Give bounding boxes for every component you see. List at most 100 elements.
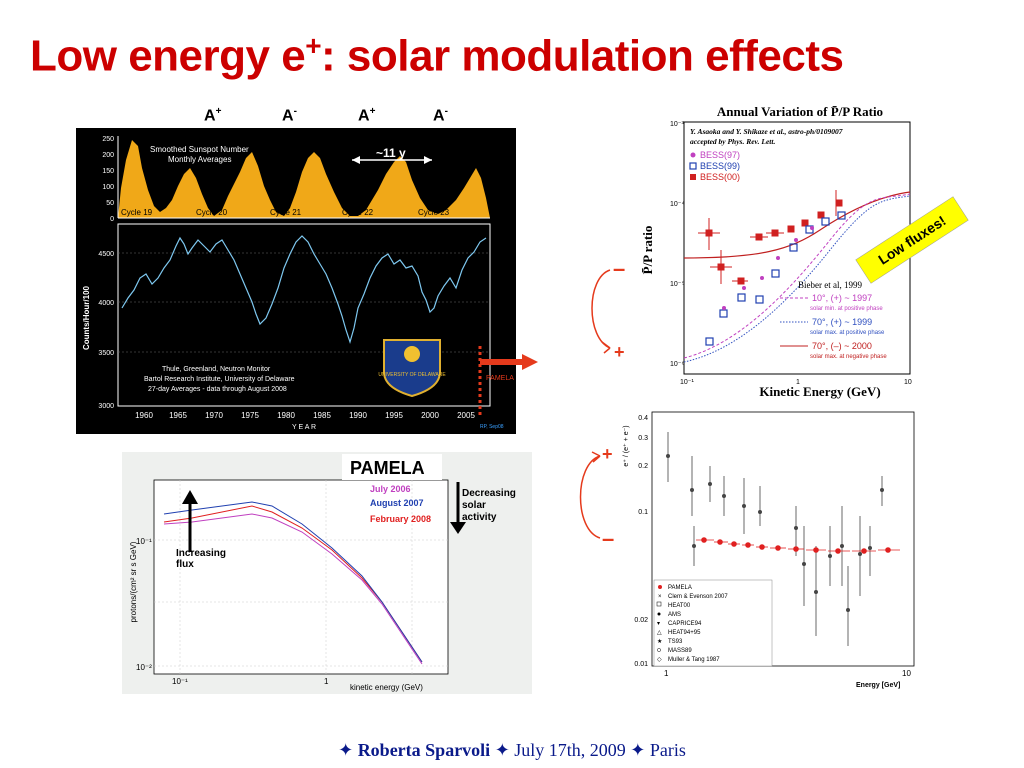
year-tick: 1975	[241, 411, 259, 420]
ratio-reference: accepted by Phys. Rev. Lett.	[690, 137, 775, 146]
sunspot-tick: 0	[110, 216, 114, 223]
counts-tick: 3000	[98, 403, 114, 410]
ratio-x-label: Kinetic Energy (GeV)	[759, 384, 880, 399]
svg-text:★: ★	[657, 638, 662, 645]
pamela-arrow	[480, 354, 538, 370]
cycle-label: Cycle 20	[196, 208, 228, 217]
counts-axis-label: Counts/Hour/100	[82, 285, 91, 350]
fraction-legend: PAMELA	[668, 585, 692, 591]
year-axis-label: Y E A R	[292, 424, 316, 431]
year-tick: 1965	[169, 411, 187, 420]
slide-title: Low energy e+: solar modulation effects	[30, 30, 844, 81]
fraction-legend: TS93	[668, 639, 683, 645]
phase-label: A+	[358, 106, 376, 125]
increasing-flux-label: Increasing	[176, 548, 226, 559]
cycle-label: Cycle 21	[270, 208, 302, 217]
charge-arrow-upper: – +	[591, 258, 625, 362]
pamela-legend: February 2008	[370, 514, 431, 524]
sunspot-tick: 200	[102, 152, 114, 159]
fraction-x-label: Energy [GeV]	[856, 682, 900, 689]
sign-plus: +	[602, 444, 613, 464]
fraction-legend: Muller & Tang 1987	[668, 657, 720, 663]
model-line-label: 70°, (+) ~ 1999	[812, 317, 872, 327]
pamela-tag: PAMELA	[486, 375, 514, 382]
antiproton-ratio-figure: Annual Variation of P̄/P Ratio Y. Asaoka…	[640, 100, 970, 402]
year-tick: 1970	[205, 411, 223, 420]
pamela-x-tick: 1	[324, 677, 329, 686]
model-line-sub: solar max. at positive phase	[810, 330, 885, 336]
counts-tick: 4500	[98, 251, 114, 258]
decreasing-activity-label: solar	[462, 500, 486, 511]
sunspot-tick: 150	[102, 168, 114, 175]
legend-bess97: BESS(97)	[700, 150, 740, 160]
fraction-y-tick: 0.2	[638, 463, 648, 470]
pamela-flux-figure: PAMELA July 2006 August 2007 February 20…	[122, 452, 532, 694]
sunspot-tick: 50	[106, 200, 114, 207]
svg-text:×: ×	[658, 594, 662, 600]
fraction-y-tick: 0.01	[634, 661, 648, 668]
fraction-legend: HEAT00	[668, 603, 691, 609]
svg-text:◇: ◇	[657, 657, 662, 663]
sunspot-tick: 100	[102, 184, 114, 191]
ratio-x-tick: 10	[904, 379, 912, 386]
legend-bess00: BESS(00)	[700, 172, 740, 182]
sunspot-subtitle: Monthly Averages	[168, 155, 231, 164]
fraction-y-tick: 0.1	[638, 509, 648, 516]
fraction-legend: AMS	[668, 612, 681, 618]
pamela-legend: August 2007	[370, 498, 424, 508]
counts-tick: 3500	[98, 350, 114, 357]
cycle-label: Cycle 23	[418, 208, 450, 217]
ratio-y-tick: 10⁻⁵	[670, 281, 684, 288]
pamela-y-tick: 10⁻²	[136, 663, 152, 672]
decreasing-activity-label: activity	[462, 512, 497, 523]
pamela-legend: July 2006	[370, 484, 411, 494]
caption-line: 27-day Averages - data through August 20…	[148, 386, 287, 393]
model-line-sub: solar min. at positive phase	[810, 306, 883, 312]
sign-minus: –	[613, 258, 625, 281]
star-icon: ✦	[494, 740, 510, 760]
cycle-label: Cycle 22	[342, 208, 374, 217]
ratio-y-tick: 10⁻⁴	[670, 201, 685, 208]
fraction-y-tick: 0.4	[638, 415, 648, 422]
phase-label: A+	[204, 106, 222, 125]
model-title: Bieber et al, 1999	[798, 280, 862, 290]
year-tick: 1995	[385, 411, 403, 420]
model-line-label: 70°, (–) ~ 2000	[812, 341, 872, 351]
credit: RP, Sep08	[480, 424, 504, 430]
neutron-count-line	[121, 235, 487, 345]
phase-label: A-	[282, 106, 297, 125]
fraction-legend: MASS89	[668, 648, 692, 654]
fraction-x-tick: 10	[902, 669, 911, 678]
fraction-y-label: e⁺ / (e⁺ + e⁻)	[623, 425, 630, 466]
fraction-y-tick: 0.02	[634, 617, 648, 624]
year-tick: 1980	[277, 411, 295, 420]
decreasing-activity-label: Decreasing	[462, 488, 516, 499]
year-tick: 2005	[457, 411, 475, 420]
pamela-title: PAMELA	[350, 458, 425, 478]
caption-line: Thule, Greenland, Neutron Monitor	[162, 366, 271, 373]
year-tick: 1960	[135, 411, 153, 420]
ratio-reference: Y. Asaoka and Y. Shikaze et al., astro-p…	[690, 127, 843, 136]
sign-minus: –	[602, 526, 614, 551]
cycle-label: Cycle 19	[121, 208, 153, 217]
counts-tick: 4000	[98, 300, 114, 307]
ratio-x-tick: 10⁻¹	[680, 379, 694, 386]
neutron-monitor-figure: Smoothed Sunspot Number Monthly Averages…	[76, 128, 516, 434]
positron-fraction-figure: 0.4 0.3 0.2 0.1 0.02 0.01 e⁺ / (e⁺ + e⁻)	[620, 406, 918, 690]
author-name: Roberta Sparvoli	[357, 740, 491, 760]
sunspot-title: Smoothed Sunspot Number	[150, 145, 249, 154]
ratio-y-tick: 10⁻³	[670, 121, 684, 128]
talk-place: Paris	[649, 740, 686, 760]
ratio-y-label: P̄/P ratio	[640, 226, 655, 275]
pamela-y-tick: 10⁻¹	[136, 537, 152, 546]
fraction-legend: Clem & Evenson 2007	[668, 594, 728, 600]
fraction-legend: HEAT94+95	[668, 630, 701, 636]
ratio-x-tick: 1	[796, 379, 800, 386]
legend-bess99: BESS(99)	[700, 161, 740, 171]
star-icon: ✦	[338, 740, 354, 760]
pamela-y-label: protons/(cm² sr s GeV)	[129, 541, 138, 622]
sign-plus: +	[614, 342, 625, 362]
footer: ✦ Roberta Sparvoli ✦ July 17th, 2009 ✦ P…	[0, 740, 1024, 761]
phase-label: A-	[433, 106, 448, 125]
ratio-y-tick: 10⁻⁶	[670, 361, 684, 368]
